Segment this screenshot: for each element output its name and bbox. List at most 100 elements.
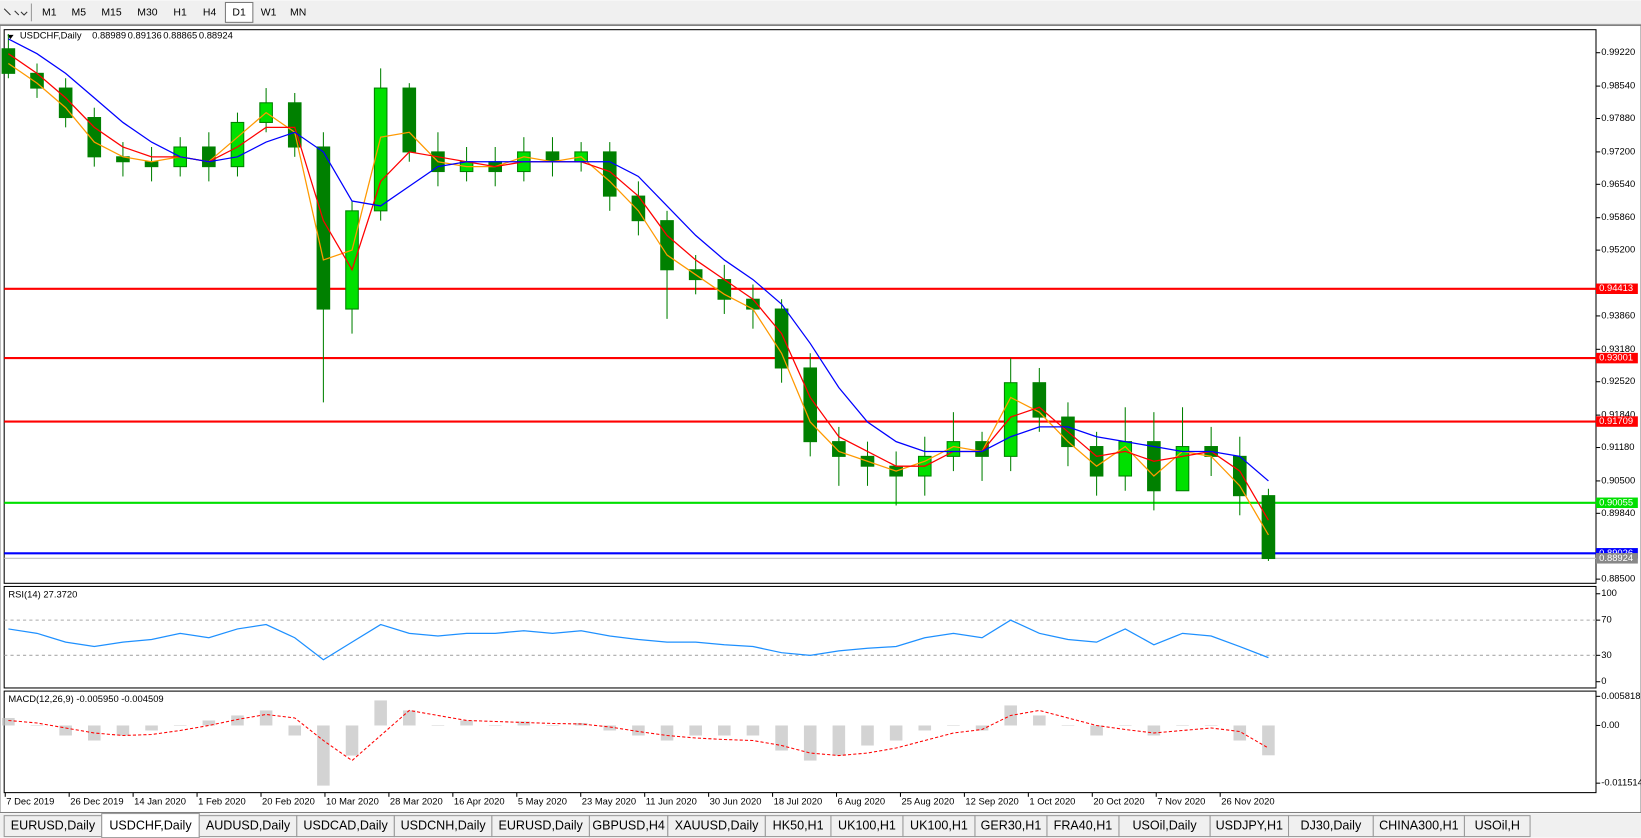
tab-label[interactable]: USOil,H bbox=[1475, 818, 1520, 832]
level-label-bg bbox=[1595, 497, 1638, 509]
level-label: 0.91709 bbox=[1599, 415, 1633, 426]
macd-bar bbox=[1262, 725, 1275, 756]
timeframe-button[interactable]: MN bbox=[290, 8, 306, 19]
y-tick-label: 0.91180 bbox=[1601, 441, 1634, 452]
timeframe-button[interactable]: H4 bbox=[203, 8, 217, 19]
tab-label[interactable]: CHINA300,H1 bbox=[1379, 818, 1459, 832]
moving-average bbox=[8, 38, 1269, 482]
y-tick-label: 0.95200 bbox=[1601, 244, 1635, 255]
level-label-bg bbox=[1595, 352, 1638, 364]
macd-bar bbox=[632, 725, 645, 736]
rsi-line bbox=[8, 619, 1269, 661]
candle-body bbox=[660, 220, 674, 271]
moving-average bbox=[8, 53, 1269, 521]
tab-label[interactable]: USDCNH,Daily bbox=[401, 818, 487, 832]
tab-label[interactable]: GBPUSD,H4 bbox=[592, 818, 665, 832]
tab-label[interactable]: EURUSD,Daily bbox=[498, 818, 583, 832]
macd-bar bbox=[718, 725, 731, 736]
candle-body bbox=[1232, 455, 1247, 497]
candle-body bbox=[316, 146, 331, 310]
macd-bar bbox=[202, 720, 216, 726]
x-tick-label: 25 Aug 2020 bbox=[902, 796, 955, 807]
x-tick-label: 5 May 2020 bbox=[518, 796, 567, 807]
tab-label[interactable]: USDCHF,Daily bbox=[109, 818, 192, 832]
x-tick-label: 26 Nov 2020 bbox=[1221, 796, 1274, 807]
tab-label[interactable]: USDJPY,H1 bbox=[1216, 818, 1283, 832]
macd-bar bbox=[546, 725, 559, 727]
x-tick-label: 12 Sep 2020 bbox=[965, 796, 1018, 807]
level-label: 0.90055 bbox=[1599, 496, 1633, 507]
macd-bar bbox=[832, 725, 846, 756]
ohlc-value: 0.88924 bbox=[199, 29, 233, 40]
y-tick-label: 0.99220 bbox=[1601, 46, 1635, 57]
x-tick-label: 20 Feb 2020 bbox=[262, 796, 315, 807]
ohlc-value: 0.89136 bbox=[128, 29, 162, 40]
candle-body bbox=[1175, 446, 1190, 492]
indicator-title: RSI(14) 27.3720 bbox=[8, 588, 77, 599]
y-tick-label: 0.88500 bbox=[1601, 573, 1635, 584]
macd-bar bbox=[517, 721, 531, 726]
x-tick-label: 20 Oct 2020 bbox=[1093, 796, 1144, 807]
timeframe-button[interactable]: M5 bbox=[72, 8, 87, 19]
signal-line bbox=[8, 709, 1269, 762]
y-tick-label: 0.96540 bbox=[1601, 178, 1635, 189]
candle-body bbox=[602, 151, 617, 197]
tab-label[interactable]: USDCAD,Daily bbox=[303, 818, 388, 832]
y-tick-label: -0.011514 bbox=[1601, 777, 1641, 788]
candle-body bbox=[402, 87, 417, 153]
macd-bar bbox=[317, 725, 330, 786]
candle-body bbox=[1, 48, 16, 74]
candle-body bbox=[1003, 382, 1018, 457]
timeframe-button[interactable]: M15 bbox=[101, 8, 122, 19]
toolbar-icon[interactable] bbox=[3, 8, 28, 16]
x-tick-label: 14 Jan 2020 bbox=[134, 796, 186, 807]
timeframe-button[interactable]: M1 bbox=[42, 8, 57, 19]
tab-label[interactable]: AUDUSD,Daily bbox=[206, 818, 291, 832]
moving-average bbox=[8, 62, 1269, 536]
timeframe-button[interactable]: H1 bbox=[173, 8, 187, 19]
tab-label[interactable]: UK100,H1 bbox=[910, 818, 968, 832]
candle-body bbox=[1089, 446, 1104, 477]
y-tick-label: 0.92520 bbox=[1601, 375, 1635, 386]
tab-label[interactable]: EURUSD,Daily bbox=[11, 818, 96, 832]
macd-bar bbox=[1061, 725, 1075, 727]
tab-label[interactable]: USOil,Daily bbox=[1132, 818, 1197, 832]
x-tick-label: 6 Aug 2020 bbox=[838, 796, 886, 807]
candle-body bbox=[373, 87, 388, 212]
macd-bar bbox=[975, 725, 989, 731]
x-tick-label: 1 Feb 2020 bbox=[198, 796, 246, 807]
tab-label[interactable]: UK100,H1 bbox=[838, 818, 896, 832]
chart-title: USDCHF,Daily bbox=[20, 29, 82, 40]
macd-bar bbox=[1147, 725, 1161, 736]
tab-label[interactable]: FRA40,H1 bbox=[1054, 818, 1113, 832]
macd-panel bbox=[3, 690, 1597, 794]
timeframe-button[interactable]: W1 bbox=[261, 8, 277, 19]
macd-bar bbox=[1033, 715, 1046, 726]
macd-bar bbox=[259, 710, 273, 726]
candle-body bbox=[803, 367, 818, 443]
macd-bar bbox=[1176, 725, 1189, 727]
y-tick-label: 0.97200 bbox=[1601, 145, 1635, 156]
timeframe-button[interactable]: M30 bbox=[137, 8, 158, 19]
candle-body bbox=[1261, 495, 1276, 560]
level-label: 0.94413 bbox=[1599, 282, 1633, 293]
candle-body bbox=[1147, 441, 1161, 492]
tab-label[interactable]: GER30,H1 bbox=[981, 818, 1042, 832]
tab-label[interactable]: XAUUSD,Daily bbox=[675, 818, 759, 832]
y-tick-label: 0 bbox=[1601, 675, 1606, 686]
y-tick-label: 0.90500 bbox=[1601, 474, 1635, 485]
candle-body bbox=[545, 151, 560, 163]
current-price-bg bbox=[1595, 553, 1638, 564]
tab[interactable] bbox=[1463, 815, 1531, 838]
macd-bar bbox=[803, 725, 817, 761]
tab-label[interactable]: DJ30,Daily bbox=[1301, 818, 1362, 832]
macd-bar bbox=[889, 725, 903, 741]
candle-body bbox=[144, 161, 159, 168]
macd-bar bbox=[403, 710, 416, 726]
y-tick-label: 0.95860 bbox=[1601, 211, 1635, 222]
tab-label[interactable]: HK50,H1 bbox=[773, 818, 824, 832]
macd-bar bbox=[775, 725, 788, 751]
y-tick-label: 0.005818 bbox=[1601, 690, 1640, 701]
timeframe-button[interactable]: D1 bbox=[232, 8, 246, 19]
